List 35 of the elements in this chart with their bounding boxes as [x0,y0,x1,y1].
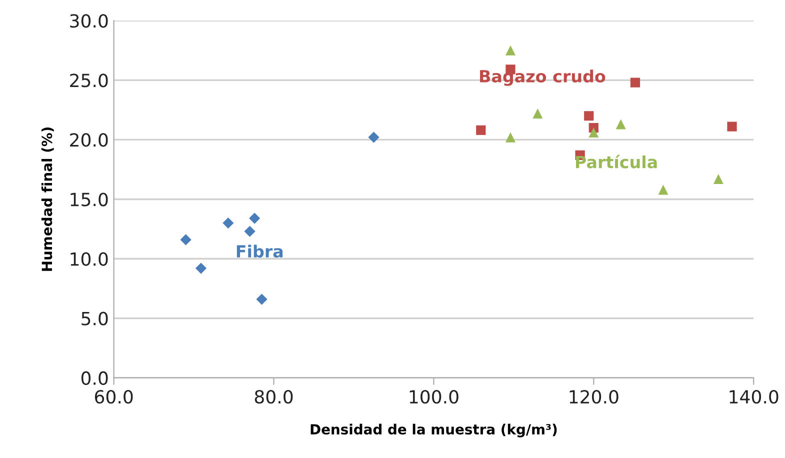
y-tick-label: 30.0 [70,14,108,28]
point [244,226,256,237]
point [195,262,207,274]
series-label: Partícula [576,154,657,168]
point [532,108,543,118]
point [249,212,260,224]
point [222,217,234,229]
point [616,119,626,130]
y-axis-title: Humedad final (%) [41,128,54,271]
y-tick-label: 25.0 [70,74,108,88]
y-tick-label: 5.0 [82,312,108,326]
point [630,78,640,88]
point [505,45,516,56]
point [256,294,268,305]
point [180,234,192,246]
point [368,132,380,143]
point [476,125,486,135]
x-tick-label: 60.0 [94,390,133,404]
x-axis-title: Densidad de la muestra (kg/m³) [310,424,557,438]
point [588,128,599,138]
x-tick-label: 140.0 [730,390,778,404]
point [658,184,668,195]
point [505,132,516,142]
x-tick-label: 120.0 [570,390,618,404]
y-tick-label: 15.0 [70,192,108,206]
point [584,111,594,121]
point [713,174,724,184]
series-label: Bagazo crudo [480,70,606,86]
y-tick-label: 20.0 [70,133,108,147]
y-tick-label: 10.0 [70,252,108,266]
series-label: Fibra [236,244,283,258]
point [727,122,737,132]
y-tick-label: 0.0 [81,371,108,385]
x-tick-label: 80.0 [254,390,293,404]
x-tick-label: 100.0 [410,390,458,404]
